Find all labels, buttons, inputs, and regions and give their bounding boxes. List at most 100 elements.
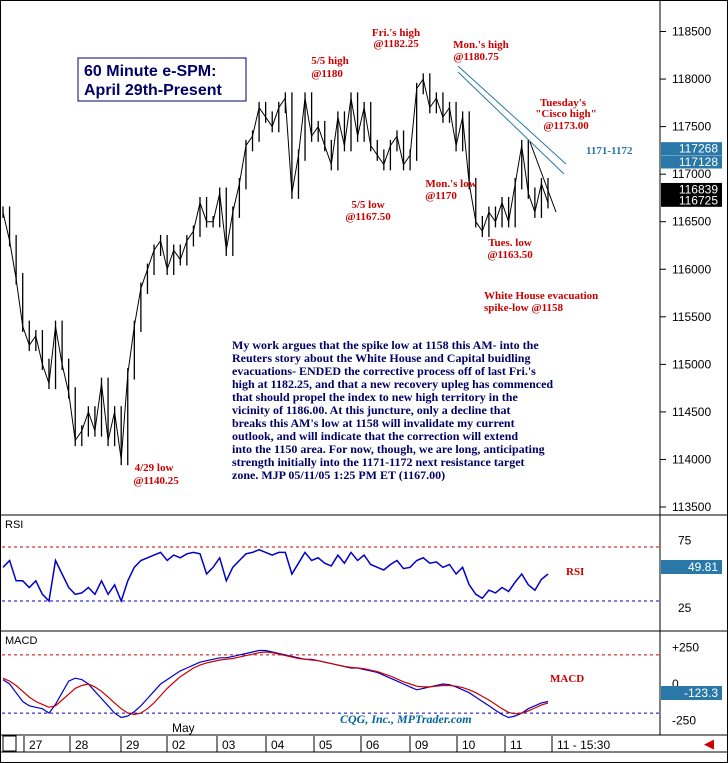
price-ytick-label: 114000: [672, 452, 711, 466]
signal-line: [2, 651, 549, 716]
svg-text:@1173.00: @1173.00: [543, 120, 589, 132]
macd-line: [2, 649, 549, 719]
scroll-left-box: [2, 735, 17, 752]
price-tag-label: 116839: [679, 182, 718, 196]
rsi-value-tag-label: 49.81: [688, 560, 718, 574]
svg-text:@1163.50: @1163.50: [487, 249, 533, 261]
annotation-cisco-high: Tuesday's "Cisco high" @1173.00: [535, 97, 596, 132]
svg-text:that should propel the index t: that should propel the index to new high…: [232, 390, 518, 404]
price-tag: [661, 182, 722, 196]
price-ytick-label: 114500: [672, 405, 711, 419]
price-tag-label: 117268: [679, 142, 718, 156]
svg-text:Mon.'s high: Mon.'s high: [453, 39, 509, 51]
x-tick-label: 02: [172, 738, 186, 752]
annotation-5-5-high: 5/5 high @1180: [311, 55, 349, 80]
rsi-ytick-label: 75: [678, 533, 692, 547]
svg-text:Reuters story about the White: Reuters story about the White House and …: [232, 351, 530, 365]
price-close-line: [2, 77, 549, 460]
svg-text:5/5 high: 5/5 high: [311, 55, 349, 67]
macd-series-label: MACD: [550, 673, 584, 685]
annotation-resistance-zone: 1171-1172: [586, 145, 633, 157]
macd-ytick-label: 0: [672, 677, 679, 691]
x-tick-label: 06: [366, 738, 380, 752]
trendline-upper: [457, 65, 567, 165]
svg-text:White House evacuation: White House evacuation: [484, 290, 598, 302]
svg-text:evacuations- ENDED the correct: evacuations- ENDED the corrective proces…: [232, 364, 536, 378]
svg-text:breaks this AM's low at 1158 w: breaks this AM's low at 1158 will invali…: [232, 416, 515, 430]
price-ytick-label: 118500: [672, 25, 711, 39]
svg-text:Tuesday's: Tuesday's: [540, 97, 587, 109]
price-ytick-label: 113500: [672, 500, 711, 514]
annotation-tues-low: Tues. low @1163.50: [487, 237, 533, 261]
svg-text:Fri.'s high: Fri.'s high: [372, 27, 420, 39]
svg-text:@1167.50: @1167.50: [345, 211, 391, 223]
x-tick-label: 03: [222, 738, 236, 752]
annotation-mon-low: Mon.'s low @1170: [425, 178, 477, 202]
svg-text:outlook, and will indicate tha: outlook, and will indicate that the corr…: [232, 429, 518, 443]
svg-text:@1180.75: @1180.75: [453, 51, 499, 63]
svg-text:Mon.'s low: Mon.'s low: [425, 178, 476, 190]
macd-ytick-label: -250: [672, 713, 696, 727]
price-ytick-label: 116500: [672, 215, 711, 229]
price-tag: [661, 142, 722, 156]
x-tick-label: 09: [415, 738, 429, 752]
macd-value-tag-label: -123.3: [684, 686, 718, 700]
rsi-ytick-label: 25: [678, 601, 692, 615]
svg-text:My work argues that the spike: My work argues that the spike low at 115…: [232, 338, 539, 352]
rsi-panel-label: RSI: [5, 519, 23, 531]
svg-text:@1140.25: @1140.25: [133, 475, 179, 487]
price-ytick-label: 115500: [672, 310, 711, 324]
svg-text:@1180: @1180: [311, 68, 343, 80]
macd-ytick-label: +250: [672, 641, 699, 655]
price-ytick-label: 116000: [672, 262, 711, 276]
macd-panel-label: MACD: [5, 635, 37, 647]
annotation-5-5-low: 5/5 low @1167.50: [345, 199, 391, 223]
svg-text:into the 1150 area. For now, t: into the 1150 area. For now, though, we …: [232, 442, 545, 456]
price-ytick-label: 117000: [672, 167, 711, 181]
chart-title: 60 Minute e-SPM:: [84, 63, 216, 80]
price-tag: [661, 155, 722, 169]
svg-text:zone. MJP 05/11/05 1:25 PM E: zone. MJP 05/11/05 1:25 PM ET (1167.00): [232, 468, 445, 482]
svg-text:high at 1182.25, and that a ne: high at 1182.25, and that a new recovery…: [232, 377, 553, 391]
x-tick-label: 05: [319, 738, 333, 752]
rsi-series-label: RSI: [566, 566, 584, 578]
trendline-steep: [529, 141, 557, 213]
annotation-white-house-low: White House evacuation spike-low @1158: [484, 290, 598, 314]
svg-text:vicinity of 1186.00. At this j: vicinity of 1186.00. At this juncture, o…: [232, 403, 510, 417]
price-ytick-label: 115000: [672, 357, 711, 371]
x-tick-label: 28: [75, 738, 89, 752]
x-month-label: May: [172, 721, 195, 735]
price-ytick-label: 117500: [672, 120, 711, 134]
rsi-value-tag: [661, 560, 722, 574]
svg-text:Tues. low: Tues. low: [488, 237, 532, 249]
annotation-mon-high: Mon.'s high @1180.75: [453, 39, 509, 63]
rsi-line: [2, 548, 549, 604]
macd-value-tag: [661, 686, 722, 700]
price-ytick-label: 118000: [672, 72, 711, 86]
chart-subtitle: April 29th-Present: [84, 82, 222, 99]
x-tick-label: 27: [29, 738, 43, 752]
annotation-fri-high: Fri.'s high @1182.25: [372, 27, 420, 50]
title-box: [77, 57, 247, 102]
svg-text:@1170: @1170: [425, 190, 457, 202]
price-tag: [661, 193, 722, 207]
price-tag-label: 116725: [679, 193, 718, 207]
svg-text:4/29 low: 4/29 low: [135, 462, 174, 474]
price-tag-label: 117128: [679, 155, 718, 169]
svg-text:spike-low @1158: spike-low @1158: [484, 302, 563, 314]
annotation-4-29-low: 4/29 low @1140.25: [133, 462, 179, 487]
x-tick-label: 10: [462, 738, 476, 752]
x-tick-label: 11 - 15:30: [557, 738, 610, 752]
svg-text:5/5 low: 5/5 low: [351, 199, 384, 211]
x-tick-label: 29: [126, 738, 140, 752]
scroll-left-arrow-icon[interactable]: ◀: [704, 737, 714, 752]
commentary-block: My work argues that the spike low at 115…: [232, 338, 553, 482]
svg-text:@1182.25: @1182.25: [373, 38, 419, 50]
source-credit: CQG, Inc., MPTrader.com: [340, 712, 472, 726]
svg-text:strength initially into the 11: strength initially into the 1171-1172 ne…: [232, 455, 525, 469]
svg-text:"Cisco high": "Cisco high": [535, 108, 596, 120]
x-tick-label: 04: [271, 738, 285, 752]
x-tick-label: 11: [510, 738, 523, 752]
trendline-lower: [457, 71, 565, 175]
